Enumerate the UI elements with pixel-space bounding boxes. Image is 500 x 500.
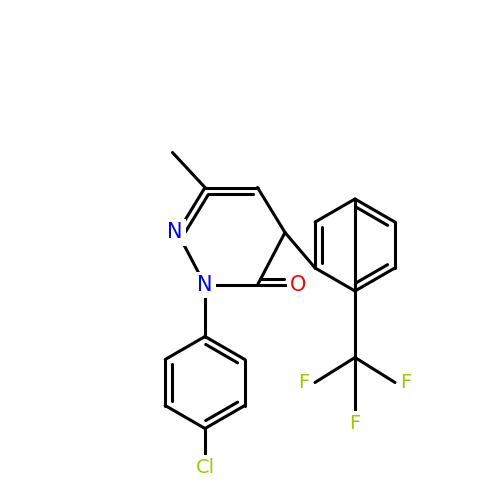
Text: O: O <box>290 275 306 295</box>
Text: F: F <box>350 414 360 433</box>
Text: F: F <box>298 373 310 392</box>
Text: N: N <box>197 275 212 295</box>
Text: Cl: Cl <box>196 458 214 477</box>
Text: F: F <box>400 373 411 392</box>
Text: N: N <box>167 222 183 242</box>
